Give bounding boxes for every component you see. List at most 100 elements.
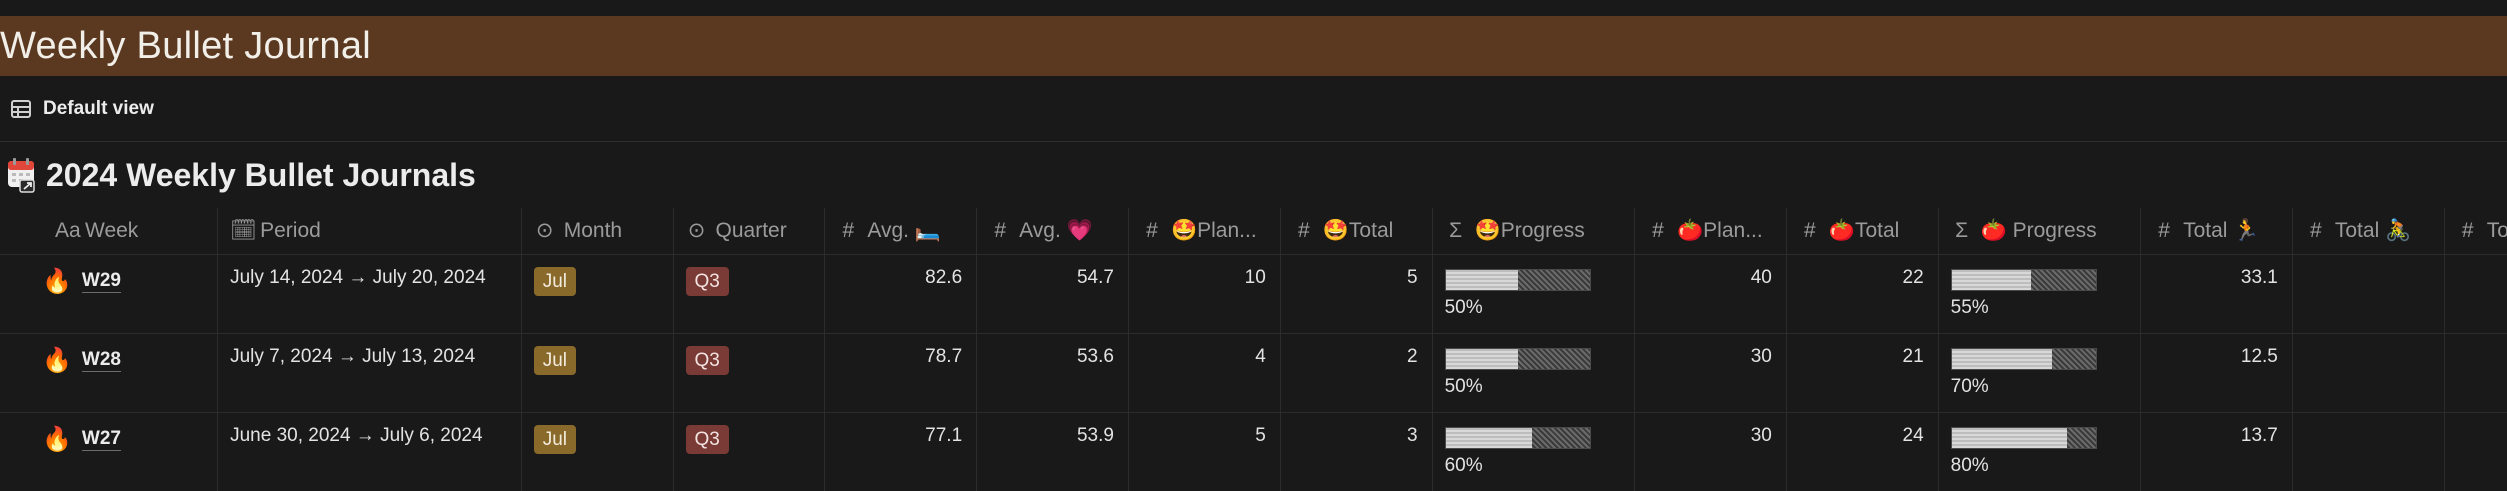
column-header-tomato-progress[interactable]: Σ 🍅 Progress [1938,208,2142,255]
calendar-icon: 🗓 [230,218,257,242]
cell-tomato-plan[interactable]: 30 [1634,412,1787,491]
cell-fun-plan[interactable]: 10 [1128,254,1281,334]
progress-bar [1950,426,2097,449]
number-icon: # [2310,218,2322,242]
cell-month[interactable]: Jul [521,412,674,491]
column-header-week[interactable]: Aa Week [0,208,219,255]
progress-bar [1950,268,2097,291]
view-bar: Default view [0,76,2507,142]
cell-period[interactable]: June 30, 2024 → July 6, 2024 [217,412,522,491]
column-header-fun-progress[interactable]: Σ 🤩Progress [1432,208,1636,255]
column-header-avg-heart[interactable]: # Avg. 💗 [976,208,1129,255]
cell-avg-heart[interactable]: 54.7 [976,254,1129,334]
progress-label: 50% [1444,375,1483,397]
progress-label: 70% [1950,375,1989,397]
database-header: 2024 Weekly Bullet Journals [0,142,2507,208]
cell-week[interactable]: 🔥 W29 [0,254,219,334]
cell-tomato-progress[interactable]: 80% [1938,412,2142,491]
cell-fun-progress[interactable]: 50% [1432,254,1636,334]
progress-label: 60% [1444,454,1483,476]
week-link[interactable]: W28 [81,348,121,372]
progress-label: 55% [1950,296,1989,318]
month-tag: Jul [533,345,577,375]
select-icon: ⊙ [535,219,554,243]
number-icon: # [1803,218,1816,242]
progress-label: 80% [1950,454,1989,476]
column-header-fun-total[interactable]: # 🤩Total [1280,208,1433,255]
table-row[interactable]: 🔥 W27 June 30, 2024 → July 6, 2024 Jul Q… [0,412,2507,491]
cell-month[interactable]: Jul [521,254,674,334]
cell-fun-progress[interactable]: 50% [1432,333,1636,413]
cell-period[interactable]: July 7, 2024 → July 13, 2024 [217,333,522,413]
cell-fun-total[interactable]: 2 [1280,333,1433,413]
select-icon: ⊙ [687,219,706,243]
cell-total-run[interactable]: 13.7 [2140,412,2293,491]
cell-fun-total[interactable]: 3 [1280,412,1433,491]
cell-tomato-total[interactable]: 21 [1786,333,1939,413]
progress-label: 50% [1444,296,1483,318]
cell-total-run[interactable]: 12.5 [2140,333,2293,413]
cell-tomato-plan[interactable]: 40 [1634,254,1787,334]
cell-fun-total[interactable]: 5 [1280,254,1433,334]
cell-total[interactable] [2444,333,2507,413]
cell-week[interactable]: 🔥 W28 [0,333,219,413]
column-header-tomato-total[interactable]: # 🍅Total [1786,208,1939,255]
fire-icon: 🔥 [42,267,72,295]
cell-avg-sleep[interactable]: 78.7 [824,333,978,413]
cell-tomato-progress[interactable]: 55% [1938,254,2142,334]
cell-week[interactable]: 🔥 W27 [0,412,219,491]
table-row[interactable]: 🔥 W29 July 14, 2024 → July 20, 2024 Jul … [0,254,2507,334]
cell-avg-sleep[interactable]: 82.6 [824,254,978,334]
column-header-total[interactable]: #Total [2444,208,2507,255]
cell-total-bike[interactable] [2292,254,2445,334]
text-property-icon: Aa [55,218,81,242]
column-header-period[interactable]: 🗓 Period [217,208,522,255]
column-header-month[interactable]: ⊙ Month [521,208,674,255]
formula-icon: Σ [1955,218,1969,242]
cell-avg-sleep[interactable]: 77.1 [824,412,978,491]
cell-period[interactable]: July 14, 2024 → July 20, 2024 [217,254,522,334]
number-icon: # [842,218,855,242]
formula-icon: Σ [1449,218,1463,242]
cell-quarter[interactable]: Q3 [673,412,826,491]
cell-quarter[interactable]: Q3 [673,333,826,413]
cell-tomato-total[interactable]: 24 [1786,412,1939,491]
week-link[interactable]: W27 [81,427,121,451]
cell-fun-plan[interactable]: 5 [1128,412,1281,491]
cell-tomato-progress[interactable]: 70% [1938,333,2142,413]
column-header-total-run[interactable]: # Total 🏃 [2140,208,2293,255]
column-header-avg-sleep[interactable]: # Avg. 🛏️ [824,208,978,255]
cell-total-bike[interactable] [2292,412,2445,491]
cell-fun-plan[interactable]: 4 [1128,333,1281,413]
cell-fun-progress[interactable]: 60% [1432,412,1636,491]
cell-month[interactable]: Jul [521,333,674,413]
fire-icon: 🔥 [42,425,72,453]
table-view-icon [11,99,31,118]
progress-bar [1950,347,2097,370]
cell-total-bike[interactable] [2292,333,2445,413]
number-icon: # [994,218,1006,242]
cell-quarter[interactable]: Q3 [673,254,826,334]
journal-table: Aa Week 🗓 Period ⊙ Month ⊙ Quarter # Avg. 🛏️ … [0,208,2507,491]
cell-total-run[interactable]: 33.1 [2140,254,2293,334]
cell-avg-heart[interactable]: 53.6 [976,333,1129,413]
calendar-link-icon [8,158,35,193]
cell-tomato-total[interactable]: 22 [1786,254,1939,334]
database-title[interactable]: 2024 Weekly Bullet Journals [46,156,476,193]
cell-total[interactable] [2444,254,2507,334]
number-icon: # [1297,218,1310,242]
table-row[interactable]: 🔥 W28 July 7, 2024 → July 13, 2024 Jul Q… [0,333,2507,413]
quarter-tag: Q3 [685,424,729,454]
default-view-tab[interactable]: Default view [43,97,154,119]
column-header-fun-plan[interactable]: # 🤩Plan... [1128,208,1281,255]
column-header-quarter[interactable]: ⊙ Quarter [673,208,826,255]
cell-avg-heart[interactable]: 53.9 [976,412,1129,491]
column-header-total-bike[interactable]: # Total 🚴 [2292,208,2445,255]
cell-total[interactable] [2444,412,2507,491]
week-link[interactable]: W29 [81,269,121,293]
cell-tomato-plan[interactable]: 30 [1634,333,1787,413]
page-banner: Weekly Bullet Journal [0,16,2507,76]
progress-bar [1444,268,1591,291]
month-tag: Jul [533,424,577,454]
column-header-tomato-plan[interactable]: # 🍅Plan... [1634,208,1787,255]
